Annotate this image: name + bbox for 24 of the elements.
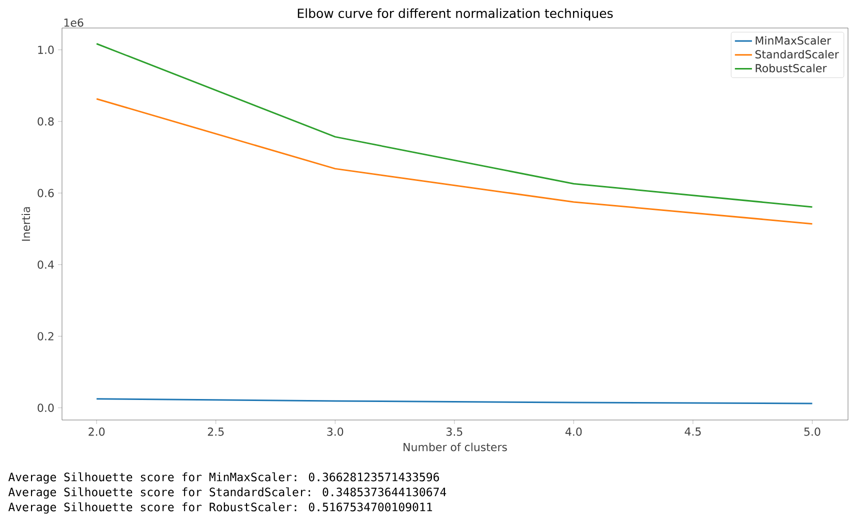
x-tick-label: 5.0 xyxy=(804,428,820,436)
text: 1e6 xyxy=(64,18,84,27)
text: Average Silhouette score for RobustScaler: 0.5167534700109011 xyxy=(8,502,432,514)
x-tick-label: 3.0 xyxy=(327,428,344,436)
x-tick-label: 4.5 xyxy=(684,428,701,436)
y-tick-label: 0.8 xyxy=(38,117,54,126)
chart-title: Elbow curve for different normalization techniques xyxy=(298,8,613,20)
x-axis-title: Number of clusters xyxy=(404,442,507,452)
text: Average Silhouette score for MinMaxScaler: 0.36628123571433596 xyxy=(8,472,439,484)
x-tick-label: 3.5 xyxy=(446,428,462,436)
x-tick-label: 2.5 xyxy=(208,428,224,436)
y-tick-label: 0.4 xyxy=(38,260,54,269)
y-tick-label: 0.0 xyxy=(38,404,54,412)
x-tick-label: 2.0 xyxy=(88,428,105,436)
y-axis-title: Inertia xyxy=(22,207,30,241)
text: Average Silhouette score for StandardScaler: 0.3485373644130674 xyxy=(8,487,446,499)
line-series xyxy=(96,98,813,225)
y-tick-label: 0.2 xyxy=(38,332,54,340)
legend-label: StandardScaler xyxy=(755,50,839,58)
legend-label: RobustScaler xyxy=(756,64,827,72)
x-tick-label: 4.0 xyxy=(565,428,582,436)
y-tick-label: 1.0 xyxy=(38,46,54,54)
y-tick-label: 0.6 xyxy=(38,188,54,198)
legend-label: MinMaxScaler xyxy=(756,36,832,45)
